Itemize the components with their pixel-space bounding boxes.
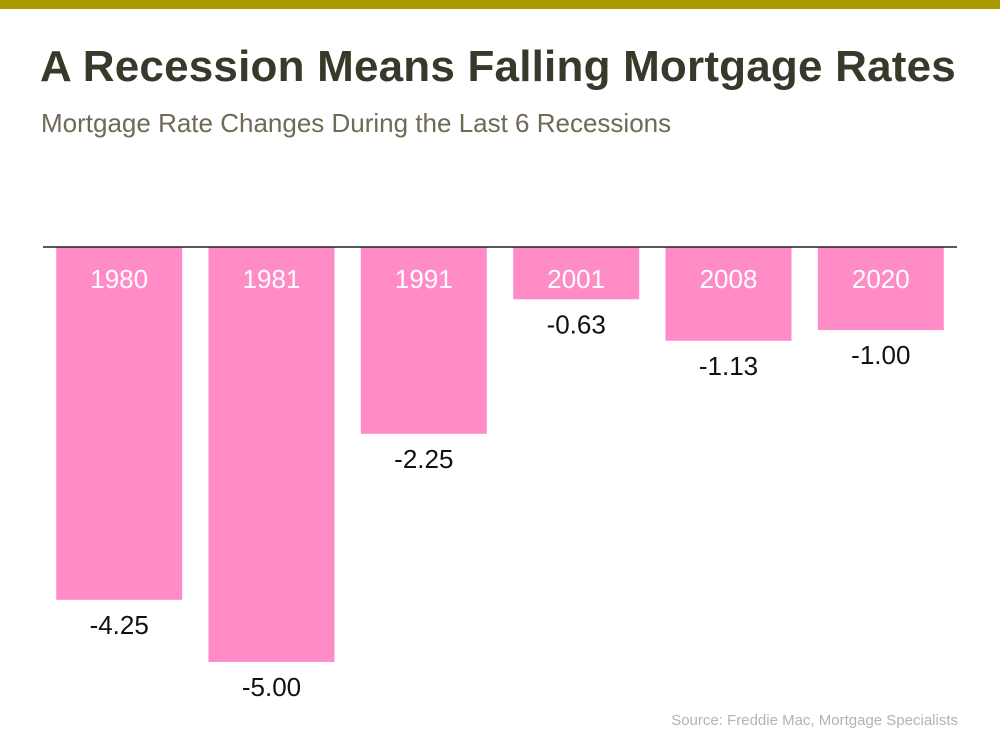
top-accent-bar bbox=[0, 0, 1000, 9]
category-label-2008: 2008 bbox=[700, 264, 758, 294]
value-label-2008: -1.13 bbox=[699, 351, 758, 381]
bar-2001 bbox=[513, 247, 640, 300]
bar-2020 bbox=[817, 247, 944, 330]
value-label-1981: -5.00 bbox=[242, 672, 301, 702]
value-label-2001: -0.63 bbox=[547, 309, 606, 339]
category-label-2001: 2001 bbox=[547, 264, 605, 294]
bar-2008 bbox=[665, 247, 792, 341]
page-subtitle: Mortgage Rate Changes During the Last 6 … bbox=[41, 108, 672, 138]
source-note: Source: Freddie Mac, Mortgage Specialist… bbox=[671, 712, 958, 729]
value-label-1991: -2.25 bbox=[394, 444, 453, 474]
category-label-1991: 1991 bbox=[395, 264, 453, 294]
category-label-1981: 1981 bbox=[243, 264, 301, 294]
value-label-2020: -1.00 bbox=[851, 340, 910, 370]
bar-1981 bbox=[208, 247, 335, 662]
bar-1991 bbox=[360, 247, 487, 434]
page-title: A Recession Means Falling Mortgage Rates bbox=[40, 42, 956, 91]
category-label-1980: 1980 bbox=[90, 264, 148, 294]
value-label-1980: -4.25 bbox=[90, 610, 149, 640]
bar-1980 bbox=[56, 247, 183, 600]
category-label-2020: 2020 bbox=[852, 264, 910, 294]
